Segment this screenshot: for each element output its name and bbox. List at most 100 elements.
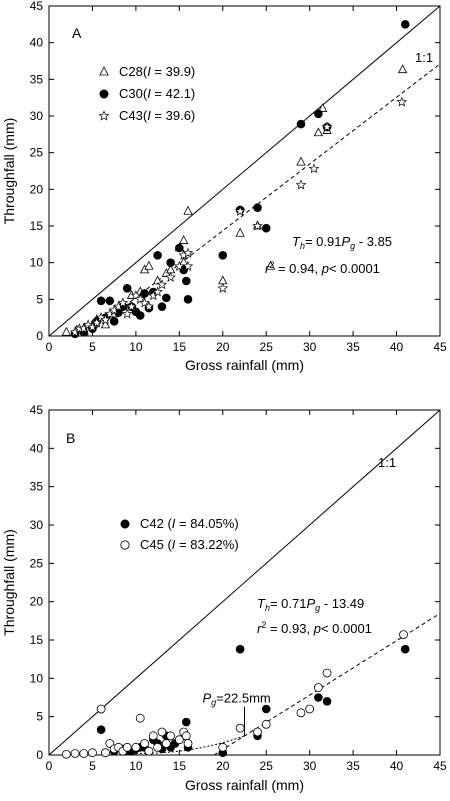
data-point-filled-circle: [296, 119, 306, 129]
legend-label: C43(I = 39.6): [119, 108, 195, 123]
data-point-filled-circle: [181, 717, 191, 727]
x-tick-label: 15: [173, 340, 187, 354]
data-point-filled-circle: [322, 697, 332, 706]
data-point-star: [182, 260, 194, 271]
x-tick-label: 15: [173, 759, 187, 773]
legend-label: C28(I = 39.9): [119, 64, 195, 79]
series-C43: [69, 96, 407, 337]
data-point-star: [126, 301, 137, 312]
data-point-star: [117, 297, 129, 308]
x-tick-label: 45: [433, 340, 447, 354]
x-tick-label: 0: [46, 759, 53, 773]
data-point-open-circle: [153, 742, 163, 752]
data-point-filled-circle: [400, 644, 410, 654]
regression-stats: r2 = 0.93, p< 0.0001: [257, 620, 372, 636]
legend-marker-filled-circle: [120, 519, 130, 529]
data-point-filled-circle: [153, 251, 162, 260]
x-tick-label: 40: [390, 340, 404, 354]
data-point-filled-circle: [162, 293, 171, 303]
x-tick-label: 35: [346, 759, 360, 773]
data-point-open-circle: [399, 630, 408, 640]
data-point-filled-circle: [261, 223, 271, 233]
legend-label: C45 (I = 83.22%): [140, 537, 239, 552]
data-point-open-circle: [96, 704, 106, 714]
data-point-star: [91, 317, 103, 328]
data-point-filled-circle: [253, 203, 262, 212]
data-point-open-circle: [322, 668, 332, 678]
y-tick-label: 35: [30, 72, 44, 86]
data-point-star: [100, 314, 111, 325]
plot-frame: [48, 5, 441, 337]
data-point-filled-circle: [140, 289, 149, 298]
one-to-one-label: 1:1: [415, 50, 433, 65]
regression-line: [85, 63, 441, 337]
y-tick-label: 0: [36, 748, 43, 762]
regression-line: [213, 613, 441, 756]
x-axis-title: Gross rainfall (mm): [185, 777, 304, 793]
data-point-star: [321, 121, 333, 132]
legend-label: C42 (I = 84.05%): [140, 516, 239, 531]
x-tick-label: 20: [216, 340, 230, 354]
data-point-open-circle: [135, 713, 145, 723]
y-tick-label: 0: [36, 329, 43, 343]
x-tick-label: 5: [89, 759, 96, 773]
data-point-open-circle: [181, 731, 191, 741]
data-point-open-circle: [61, 749, 71, 759]
data-point-open-circle: [296, 708, 306, 718]
data-point-triangle: [179, 257, 189, 266]
x-tick-label: 45: [433, 759, 447, 773]
data-point-star: [152, 286, 163, 297]
data-point-triangle: [313, 127, 324, 137]
x-tick-label: 35: [346, 340, 360, 354]
data-point-open-circle: [253, 727, 262, 737]
data-point-triangle: [152, 275, 163, 285]
data-point-star: [182, 247, 194, 258]
data-point-filled-circle: [96, 296, 106, 306]
data-point-open-circle: [148, 731, 158, 741]
series-C45: [61, 630, 408, 759]
data-point-open-circle: [79, 749, 89, 758]
legend-marker-star: [98, 110, 110, 121]
data-point-open-circle: [161, 739, 171, 748]
y-tick-label: 30: [30, 518, 44, 532]
data-point-triangle: [235, 227, 245, 237]
data-point-star: [174, 260, 185, 271]
x-tick-label: 5: [89, 340, 96, 354]
data-point-open-circle: [183, 739, 193, 748]
data-point-open-circle: [313, 683, 323, 692]
data-point-triangle: [318, 103, 328, 112]
data-point-filled-circle: [314, 109, 323, 119]
one-to-one-label: 1:1: [378, 455, 396, 470]
y-axis-title: Throughfall (mm): [1, 529, 17, 636]
y-tick-label: 15: [30, 219, 44, 233]
data-point-open-circle: [122, 742, 132, 752]
legend-marker-triangle: [99, 66, 109, 76]
data-point-triangle: [265, 260, 276, 270]
data-point-open-circle: [174, 735, 184, 745]
data-point-filled-circle: [235, 644, 245, 654]
data-point-filled-circle: [135, 311, 145, 320]
data-point-triangle: [183, 205, 193, 215]
data-point-filled-circle: [96, 725, 106, 735]
series-C28: [61, 64, 408, 336]
x-tick-label: 25: [260, 340, 274, 354]
data-point-triangle: [144, 260, 154, 270]
chart-panel-A: 0 5 10 15 20 25 30 35 40 45 0 5 10 15 20 25 30 35 40 45 Gros…: [1, 0, 447, 373]
y-axis-title: Throughfall (mm): [1, 118, 17, 225]
data-point-open-circle: [144, 746, 154, 756]
x-tick-label: 40: [390, 759, 404, 773]
x-tick-label: 25: [260, 759, 274, 773]
y-tick-label: 15: [30, 633, 44, 647]
regression-stats: r2 = 0.94, p< 0.0001: [265, 260, 380, 276]
data-point-star: [234, 205, 246, 216]
y-tick-label: 20: [30, 595, 44, 609]
data-point-triangle: [397, 64, 408, 74]
x-tick-label: 30: [303, 759, 317, 773]
data-point-star: [95, 312, 107, 323]
data-point-filled-circle: [181, 276, 191, 286]
data-point-triangle: [61, 326, 72, 336]
data-point-star: [156, 279, 168, 290]
y-tick-label: 25: [30, 556, 44, 570]
data-point-open-circle: [235, 723, 245, 733]
data-point-triangle: [296, 156, 306, 166]
